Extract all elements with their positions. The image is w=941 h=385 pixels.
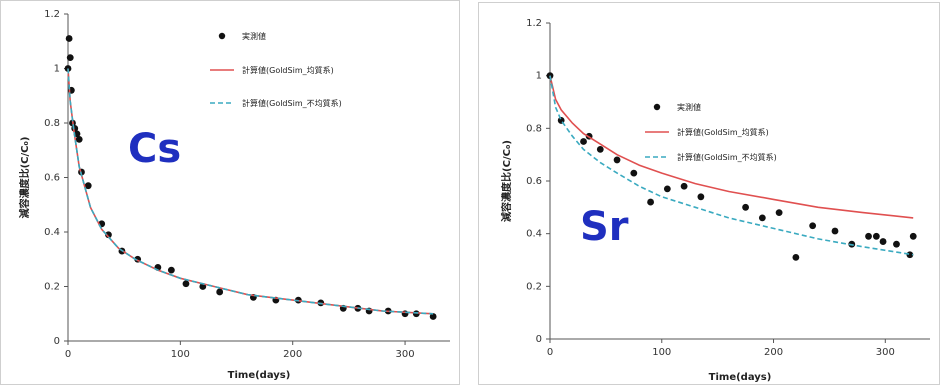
data-point [75,135,83,143]
data-point [758,214,766,222]
y-tick-label: 0.2 [44,282,60,293]
x-tick-label: 200 [764,347,783,358]
legend-marker [653,103,661,111]
data-point [546,72,554,80]
x-tick-label: 0 [547,347,553,358]
y-tick-label: 0.4 [526,229,542,240]
y-tick-label: 1 [54,64,60,75]
element-label: Sr [580,204,629,250]
x-tick-label: 300 [396,349,415,360]
data-point [831,227,839,235]
legend-label: 計算値(GoldSim_不均質系) [242,98,342,108]
element-label: Cs [128,126,181,172]
data-point [630,169,638,177]
data-point [65,35,73,42]
data-point [809,222,817,230]
data-point [613,156,621,164]
data-point [647,198,654,206]
x-tick-label: 200 [283,349,302,360]
legend-label: 計算値(GoldSim_均質系) [677,127,769,137]
data-point [429,313,437,320]
legend-marker [218,32,226,40]
x-tick-label: 100 [171,349,190,360]
y-tick-label: 1.2 [44,9,60,20]
y-tick-label: 0.2 [526,281,542,292]
data-point [680,182,688,190]
chart-frame [478,2,940,385]
sr-chart: 0 0.2 0.4 0.6 0.8 1 1.2 0 100 200 300 Time(days) 減容濃… [478,2,940,385]
x-tick-label: 300 [876,347,895,358]
y-axis-label: 減容濃度比(C/C₀) [500,140,513,222]
y-tick-label: 0.8 [44,118,60,129]
data-point [865,232,872,240]
y-tick-label: 0.6 [44,173,60,184]
data-point [216,288,224,296]
y-axis-label: 減容濃度比(C/C₀) [18,137,31,219]
data-point [182,280,190,288]
data-point [872,232,880,240]
y-tick-label: 0 [536,334,542,345]
y-tick-label: 0 [54,336,60,347]
data-point [742,203,749,211]
homogeneous-calc-line [67,68,434,315]
data-point [84,182,92,190]
cs-chart: 0 0.2 0.4 0.6 0.8 1 1.2 0 100 200 300 Time(days) 減容濃… [0,0,460,385]
y-tick-label: 1.2 [526,18,542,29]
x-tick-label: 0 [65,349,71,360]
x-axis-label: Time(days) [709,372,772,383]
homogeneous-calc-line [549,75,914,219]
data-point [167,266,175,274]
data-point [66,54,74,61]
legend-label: 実測値 [677,102,701,112]
data-point [697,193,705,201]
y-tick-label: 1 [536,71,542,82]
data-point [879,238,887,245]
data-point [909,232,917,240]
y-tick-label: 0.4 [44,227,60,238]
heterogeneous-calc-line [549,75,914,256]
y-tick-label: 0.8 [526,123,542,134]
legend-label: 計算値(GoldSim_均質系) [242,65,334,75]
data-point [580,138,587,145]
data-point [893,240,900,248]
data-point [663,185,671,193]
data-point [792,253,800,261]
y-tick-label: 0.6 [526,176,542,187]
data-point [906,251,914,259]
x-axis-label: Time(days) [228,370,291,381]
data-point [775,209,783,217]
data-point [596,146,604,153]
legend-label: 計算値(GoldSim_不均質系) [677,152,777,162]
legend-label: 実測値 [242,31,266,41]
x-tick-label: 100 [652,347,671,358]
data-point [105,231,112,239]
